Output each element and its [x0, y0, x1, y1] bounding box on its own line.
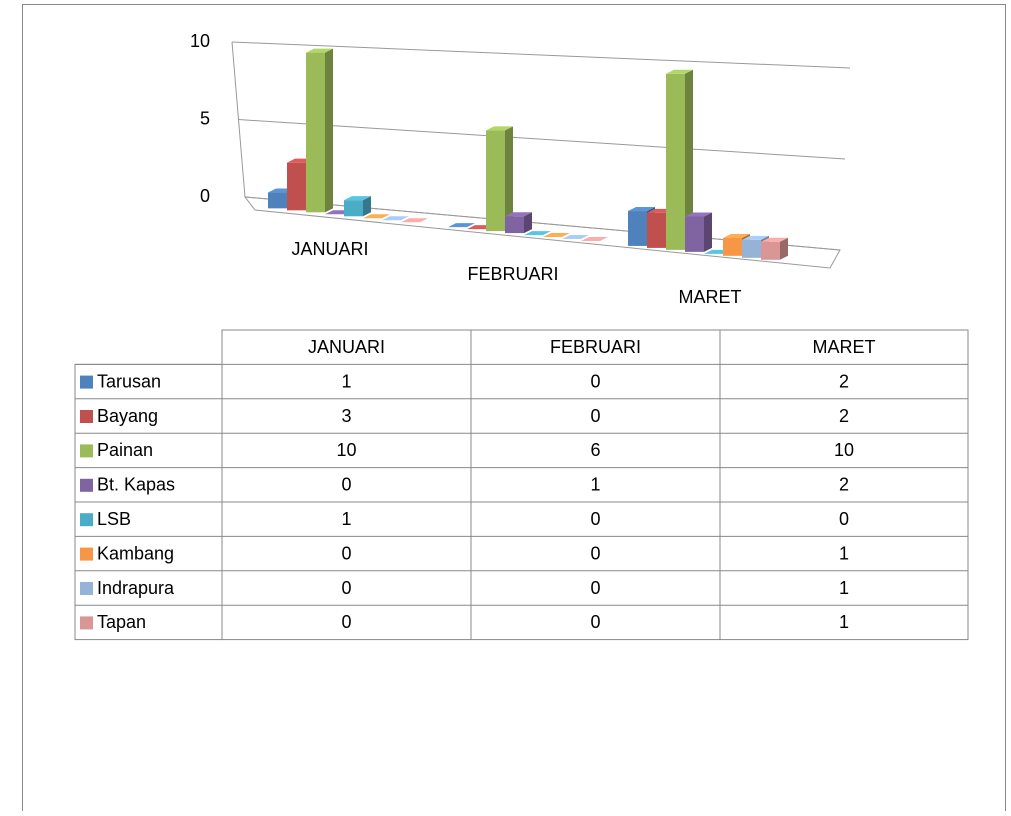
- legend-swatch: [80, 444, 93, 458]
- table-cell: 10: [834, 440, 854, 460]
- bar: [268, 192, 287, 209]
- table-header: FEBRUARI: [550, 337, 641, 357]
- grid-line: [231, 41, 851, 69]
- legend-label: Tapan: [97, 612, 146, 632]
- legend-label: Painan: [97, 440, 153, 460]
- bar: [628, 211, 647, 246]
- bar-top: [524, 231, 551, 236]
- table-cell: 0: [341, 612, 351, 632]
- table-cell: 1: [590, 475, 600, 495]
- table-cell: 1: [341, 371, 351, 391]
- table-cell: 0: [341, 543, 351, 563]
- legend-swatch: [80, 616, 93, 630]
- bar: [666, 73, 685, 250]
- bar-top: [543, 233, 570, 238]
- table-border: [221, 329, 969, 641]
- table-header: MARET: [813, 337, 876, 357]
- bar-top: [306, 48, 333, 53]
- bar-side: [505, 126, 513, 232]
- bar-top: [666, 69, 693, 74]
- table-cell: 1: [839, 578, 849, 598]
- table-header: JANUARI: [308, 337, 385, 357]
- legend-label: Indrapura: [97, 578, 175, 598]
- bar: [306, 52, 325, 213]
- bar-top: [382, 216, 409, 221]
- legend-label: Bt. Kapas: [97, 475, 175, 495]
- legend-swatch: [80, 513, 93, 527]
- bar: [742, 239, 761, 258]
- bar-top: [448, 223, 475, 228]
- bar-side: [325, 48, 333, 213]
- table-cell: 2: [839, 406, 849, 426]
- bar-top: [401, 218, 428, 223]
- table-cell: 1: [839, 543, 849, 563]
- table-cell: 2: [839, 371, 849, 391]
- legend-swatch: [80, 582, 93, 595]
- table-cell: 0: [590, 612, 600, 632]
- legend-label: LSB: [97, 509, 131, 529]
- y-tick-label: 5: [200, 108, 210, 128]
- table-cell: 0: [590, 543, 600, 563]
- table-cell: 0: [839, 509, 849, 529]
- legend-label: Kambang: [97, 543, 174, 563]
- x-tick-label: MARET: [679, 287, 742, 307]
- bar-top: [344, 196, 371, 201]
- legend-swatch: [80, 375, 93, 389]
- table-cell: 3: [341, 406, 351, 426]
- table-cell: 1: [341, 509, 351, 529]
- bar-top: [742, 235, 769, 240]
- table-cell: 0: [341, 475, 351, 495]
- bar-side: [704, 212, 712, 252]
- x-tick-label: FEBRUARI: [467, 264, 558, 284]
- legend-swatch: [80, 410, 93, 423]
- bar-top: [628, 207, 655, 212]
- bar-top: [761, 237, 788, 242]
- bar-top: [505, 212, 532, 217]
- table-cell: 1: [839, 612, 849, 632]
- table-cell: 0: [590, 578, 600, 598]
- bar-top: [685, 212, 712, 217]
- bar: [486, 130, 505, 232]
- grid-line: [238, 119, 846, 160]
- x-tick-label: JANUARI: [291, 239, 368, 259]
- table-cell: 2: [839, 475, 849, 495]
- table-cell: 0: [590, 371, 600, 391]
- bar-top: [486, 126, 513, 131]
- bar-top: [363, 214, 390, 219]
- bar: [761, 241, 780, 260]
- bar-side: [363, 196, 371, 217]
- bar-top: [723, 233, 750, 238]
- chart-frame: [22, 4, 1006, 816]
- table-cell: 0: [590, 509, 600, 529]
- bar: [287, 162, 306, 211]
- table-cell: 6: [590, 440, 600, 460]
- y-tick-label: 0: [200, 186, 210, 206]
- bar-side: [524, 212, 532, 234]
- legend-swatch: [80, 478, 93, 492]
- table-cell: 0: [341, 578, 351, 598]
- bar: [647, 212, 666, 248]
- bar: [505, 216, 524, 234]
- bar: [723, 237, 742, 256]
- bar-side: [685, 69, 693, 250]
- bar-side: [780, 237, 788, 260]
- table-cell: 0: [590, 406, 600, 426]
- table-cell: 10: [336, 440, 356, 460]
- legend-swatch: [80, 547, 93, 561]
- y-tick-label: 10: [190, 31, 210, 51]
- bar: [685, 216, 704, 252]
- bar-top: [581, 237, 608, 242]
- bar-top: [562, 235, 589, 240]
- legend-label: Bayang: [97, 406, 158, 426]
- legend-label: Tarusan: [97, 371, 161, 391]
- bar: [344, 200, 363, 217]
